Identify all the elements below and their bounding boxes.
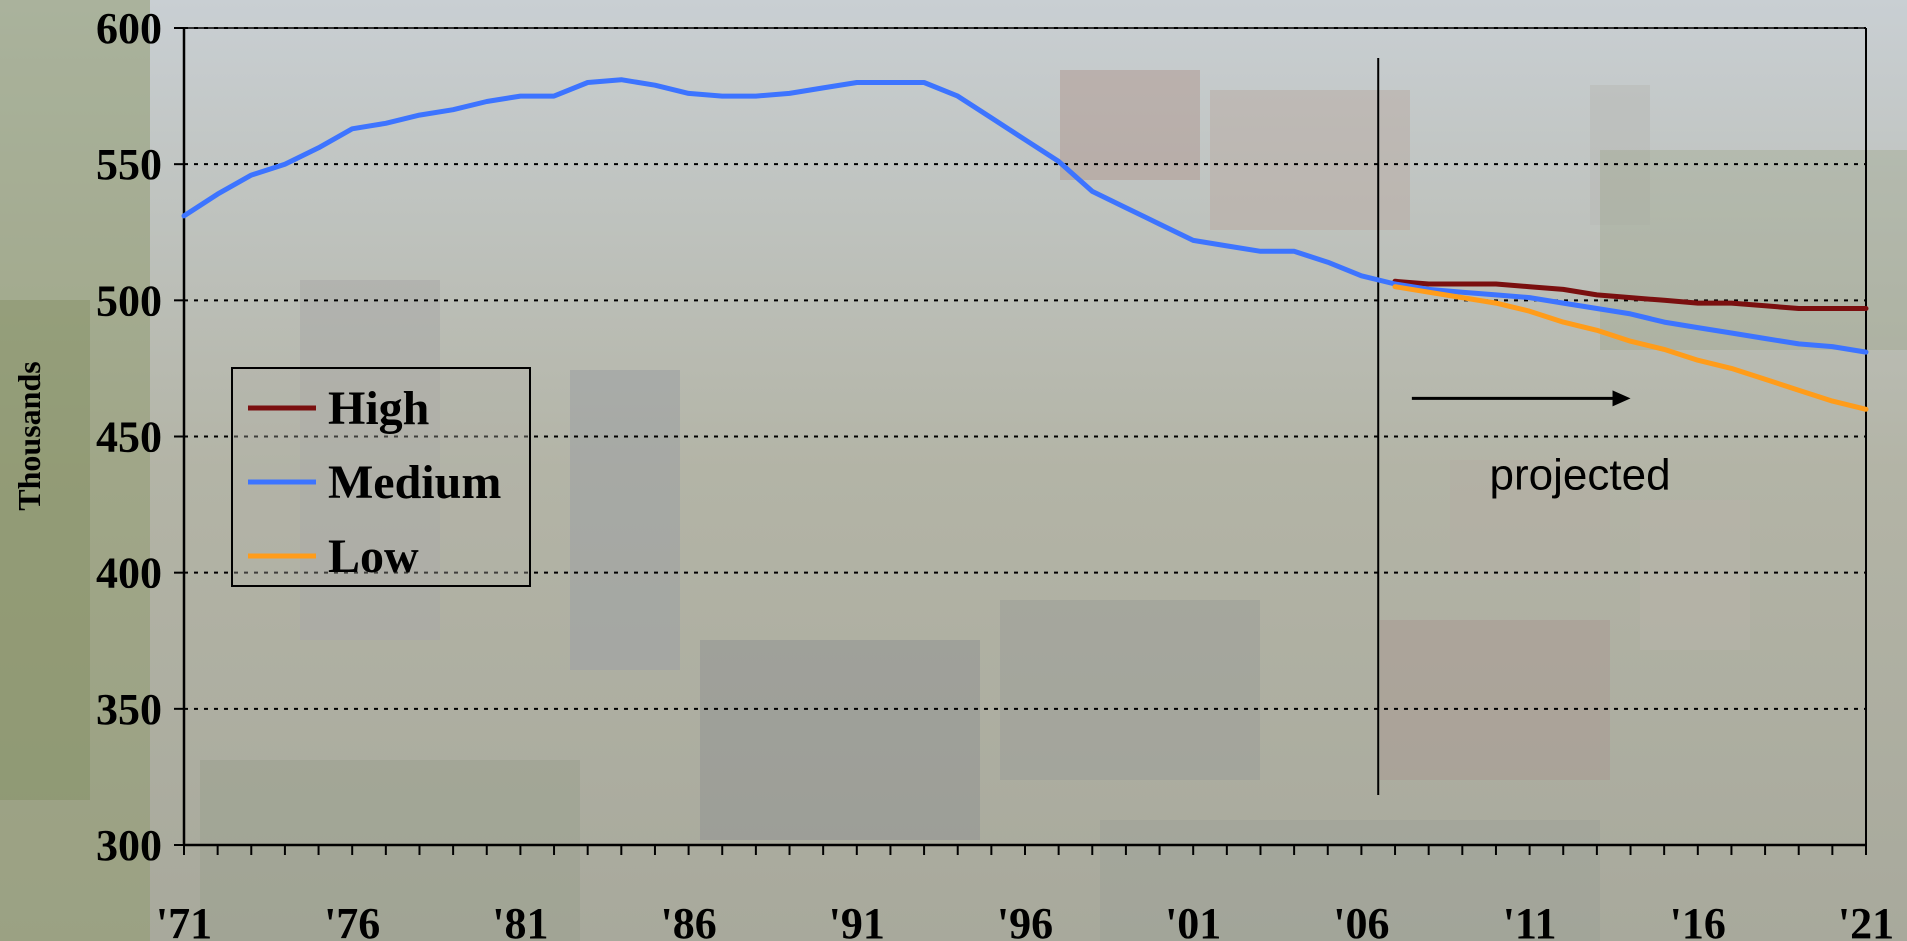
axes (174, 27, 1867, 855)
legend: High Medium Low (231, 367, 531, 587)
y-tick-labels: 300 350 400 450 500 550 600 (96, 4, 162, 870)
series-line-low (1392, 284, 1869, 412)
legend-item-high: High (248, 382, 429, 435)
legend-box (231, 367, 531, 587)
y-tick-label-300: 300 (96, 821, 162, 870)
y-tick-label-450: 450 (96, 413, 162, 462)
legend-label-high: High (328, 382, 429, 435)
x-tick-label-2011: '11 (1503, 899, 1557, 941)
x-tick-label-1991: '91 (829, 899, 885, 941)
series-line-medium (181, 77, 1869, 355)
x-tick-label-2001: '01 (1165, 899, 1221, 941)
x-tick-label-2021: '21 (1838, 899, 1894, 941)
projected-label: projected (1490, 451, 1671, 500)
y-tick-label-550: 550 (96, 140, 162, 189)
y-tick-label-400: 400 (96, 549, 162, 598)
x-tick-label-1971: '71 (156, 899, 212, 941)
legend-item-medium: Medium (248, 456, 501, 509)
legend-item-low: Low (248, 530, 419, 583)
x-tick-labels: '71 '76 '81 '86 '91 '96 '01 '06 '11 '16 '21 (156, 899, 1894, 941)
projected-arrowhead (1612, 390, 1631, 407)
x-tick-label-1996: '96 (997, 899, 1053, 941)
y-tick-label-350: 350 (96, 685, 162, 734)
x-tick-label-2016: '16 (1670, 899, 1726, 941)
x-tick-label-2006: '06 (1333, 899, 1389, 941)
legend-label-low: Low (328, 530, 419, 583)
x-tick-label-1976: '76 (324, 899, 380, 941)
x-tick-label-1986: '86 (660, 899, 716, 941)
series-line-high (1392, 278, 1869, 311)
legend-label-medium: Medium (328, 456, 501, 509)
y-tick-label-600: 600 (96, 4, 162, 53)
y-axis-label: Thousands (11, 361, 47, 510)
projected-annotation: projected (1411, 390, 1671, 500)
y-tick-label-500: 500 (96, 276, 162, 325)
series-lines (181, 77, 1869, 412)
x-tick-label-1981: '81 (492, 899, 548, 941)
